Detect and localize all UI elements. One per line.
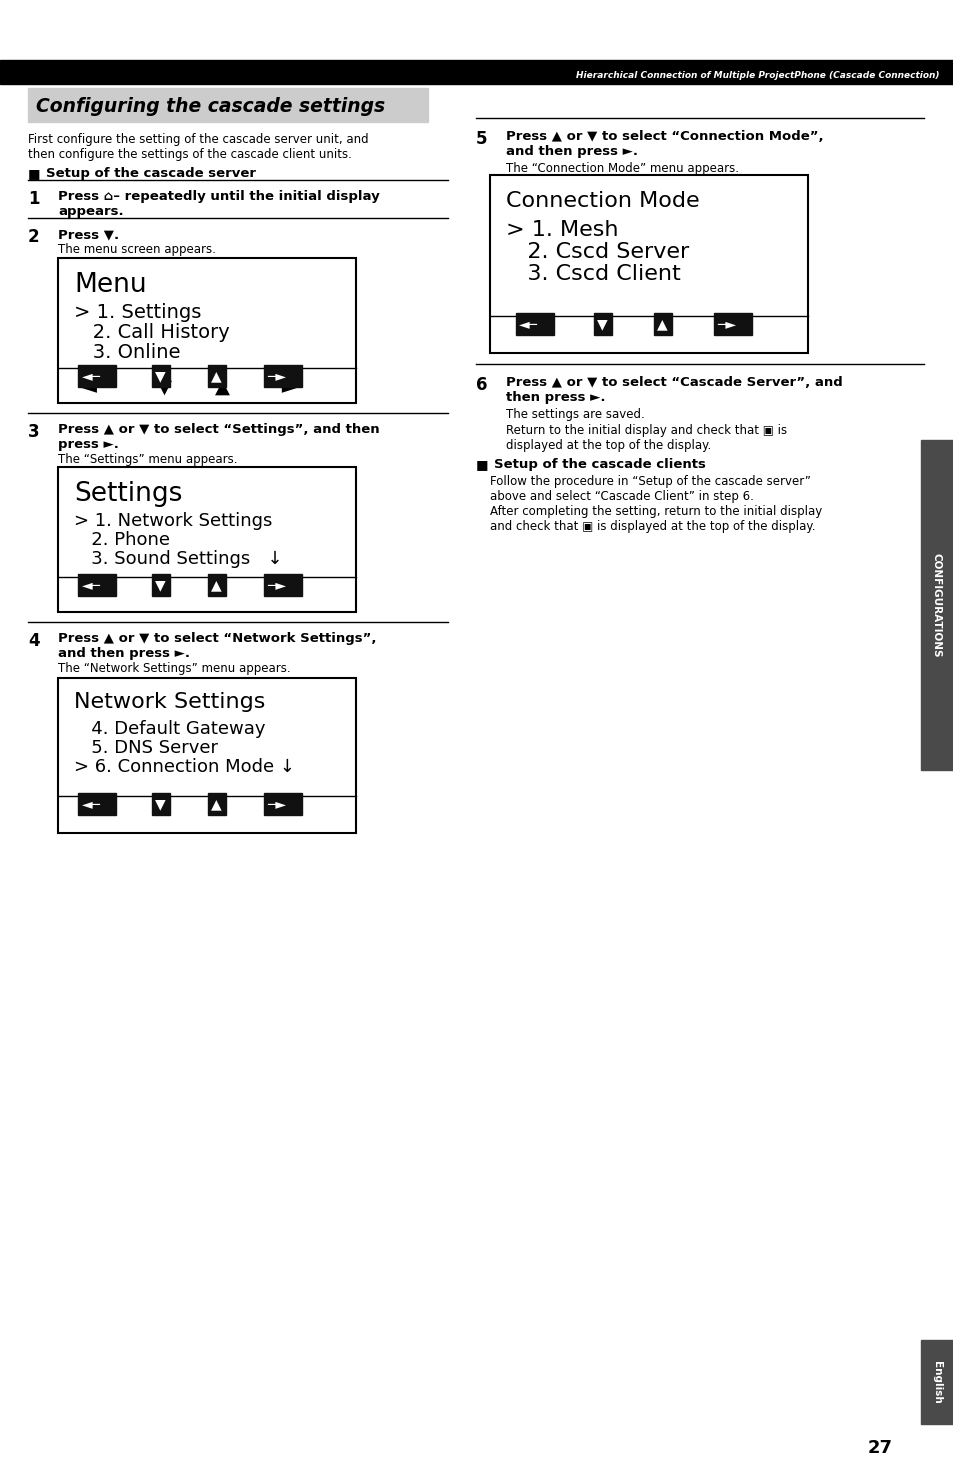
Text: 2. Call History: 2. Call History bbox=[74, 322, 230, 341]
Text: English: English bbox=[931, 1361, 941, 1403]
Text: 3. Online: 3. Online bbox=[74, 343, 180, 362]
Text: Press ⌂– repeatedly until the initial display: Press ⌂– repeatedly until the initial di… bbox=[58, 190, 379, 204]
Bar bbox=[594, 314, 612, 335]
Text: Settings: Settings bbox=[74, 481, 182, 507]
Text: and then press ►.: and then press ►. bbox=[58, 648, 190, 661]
Text: displayed at the top of the display.: displayed at the top of the display. bbox=[505, 440, 711, 453]
Text: then configure the settings of the cascade client units.: then configure the settings of the casca… bbox=[28, 148, 352, 161]
Bar bbox=[208, 793, 226, 815]
Text: ─►: ─► bbox=[267, 369, 286, 382]
Text: Network Settings: Network Settings bbox=[74, 691, 265, 712]
Text: 6: 6 bbox=[476, 377, 487, 394]
Text: ◄─: ◄─ bbox=[82, 369, 101, 382]
Text: ▲: ▲ bbox=[657, 316, 667, 331]
Bar bbox=[516, 314, 554, 335]
Text: Connection Mode: Connection Mode bbox=[505, 190, 699, 211]
Text: ─►: ─► bbox=[270, 378, 296, 397]
Text: then press ►.: then press ►. bbox=[505, 391, 605, 404]
Text: ▲: ▲ bbox=[214, 378, 230, 397]
Text: 2. Cscd Server: 2. Cscd Server bbox=[505, 242, 688, 262]
Text: After completing the setting, return to the initial display: After completing the setting, return to … bbox=[490, 505, 821, 519]
Text: ▼: ▼ bbox=[157, 378, 172, 397]
Bar bbox=[0, 60, 953, 84]
Bar bbox=[152, 574, 170, 596]
Text: ─►: ─► bbox=[267, 797, 286, 812]
Text: 27: 27 bbox=[866, 1439, 892, 1458]
Text: appears.: appears. bbox=[58, 205, 124, 218]
Text: The settings are saved.: The settings are saved. bbox=[505, 407, 644, 420]
Text: > 1. Network Settings: > 1. Network Settings bbox=[74, 511, 273, 530]
Bar bbox=[654, 314, 671, 335]
Text: 3: 3 bbox=[28, 423, 40, 441]
Bar bbox=[58, 467, 355, 612]
Text: Return to the initial display and check that ▣ is: Return to the initial display and check … bbox=[505, 423, 786, 437]
Text: > 6. Connection Mode ↓: > 6. Connection Mode ↓ bbox=[74, 757, 294, 776]
Text: ▲: ▲ bbox=[211, 797, 221, 812]
Bar bbox=[208, 574, 226, 596]
Text: First configure the setting of the cascade server unit, and: First configure the setting of the casca… bbox=[28, 133, 368, 146]
Text: ▼: ▼ bbox=[154, 579, 166, 592]
Text: 3. Sound Settings   ↓: 3. Sound Settings ↓ bbox=[74, 549, 282, 568]
Bar bbox=[58, 678, 355, 834]
Text: The menu screen appears.: The menu screen appears. bbox=[58, 243, 215, 256]
Bar bbox=[78, 574, 116, 596]
Text: ◄─: ◄─ bbox=[82, 579, 101, 592]
Text: CONFIGURATIONS: CONFIGURATIONS bbox=[931, 552, 941, 658]
Text: ─►: ─► bbox=[267, 579, 286, 592]
Text: Press ▲ or ▼ to select “Settings”, and then: Press ▲ or ▼ to select “Settings”, and t… bbox=[58, 423, 379, 437]
Text: ▼: ▼ bbox=[597, 316, 607, 331]
Text: The “Connection Mode” menu appears.: The “Connection Mode” menu appears. bbox=[505, 163, 739, 174]
Text: Hierarchical Connection of Multiple ProjectPhone (Cascade Connection): Hierarchical Connection of Multiple Proj… bbox=[576, 72, 939, 81]
Text: ▼: ▼ bbox=[154, 369, 166, 382]
Bar bbox=[58, 258, 355, 403]
Text: 4: 4 bbox=[28, 631, 40, 650]
Text: and check that ▣ is displayed at the top of the display.: and check that ▣ is displayed at the top… bbox=[490, 520, 815, 533]
Text: The “Network Settings” menu appears.: The “Network Settings” menu appears. bbox=[58, 662, 291, 675]
Bar bbox=[920, 440, 953, 771]
Text: 4. Default Gateway: 4. Default Gateway bbox=[74, 719, 265, 738]
Text: The “Settings” menu appears.: The “Settings” menu appears. bbox=[58, 453, 237, 466]
Text: above and select “Cascade Client” in step 6.: above and select “Cascade Client” in ste… bbox=[490, 489, 753, 502]
Text: ■: ■ bbox=[476, 459, 488, 472]
Text: 5: 5 bbox=[476, 130, 487, 148]
Bar bbox=[208, 365, 226, 387]
Text: 3. Cscd Client: 3. Cscd Client bbox=[505, 264, 680, 284]
Text: > 1. Mesh: > 1. Mesh bbox=[505, 220, 618, 240]
Text: and then press ►.: and then press ►. bbox=[505, 145, 638, 158]
Text: ◄─: ◄─ bbox=[518, 316, 537, 331]
Text: 2. Phone: 2. Phone bbox=[74, 530, 170, 549]
Text: Configuring the cascade settings: Configuring the cascade settings bbox=[36, 97, 385, 116]
Text: 5. DNS Server: 5. DNS Server bbox=[74, 738, 218, 757]
Text: 2: 2 bbox=[28, 229, 40, 246]
Bar bbox=[78, 365, 116, 387]
Text: ▲: ▲ bbox=[211, 579, 221, 592]
Text: ▼: ▼ bbox=[154, 797, 166, 812]
Text: Setup of the cascade clients: Setup of the cascade clients bbox=[494, 459, 705, 472]
Text: Follow the procedure in “Setup of the cascade server”: Follow the procedure in “Setup of the ca… bbox=[490, 475, 810, 488]
Text: Press ▲ or ▼ to select “Cascade Server”, and: Press ▲ or ▼ to select “Cascade Server”,… bbox=[505, 377, 841, 390]
Text: Press ▲ or ▼ to select “Connection Mode”,: Press ▲ or ▼ to select “Connection Mode”… bbox=[505, 130, 822, 144]
Text: press ►.: press ►. bbox=[58, 438, 119, 451]
Bar bbox=[264, 365, 302, 387]
Bar bbox=[28, 88, 428, 122]
Bar bbox=[264, 793, 302, 815]
Text: 1: 1 bbox=[28, 190, 39, 208]
Text: Press ▼.: Press ▼. bbox=[58, 229, 119, 242]
Text: ▲: ▲ bbox=[211, 369, 221, 382]
Text: ◄─: ◄─ bbox=[82, 378, 109, 397]
Text: Press ▲ or ▼ to select “Network Settings”,: Press ▲ or ▼ to select “Network Settings… bbox=[58, 631, 376, 645]
Bar bbox=[920, 1340, 953, 1424]
Text: ◄─: ◄─ bbox=[82, 797, 101, 812]
Bar bbox=[264, 574, 302, 596]
Text: ■: ■ bbox=[28, 167, 40, 180]
Bar bbox=[78, 793, 116, 815]
Bar bbox=[490, 174, 807, 353]
Text: ─►: ─► bbox=[717, 316, 735, 331]
Text: Menu: Menu bbox=[74, 272, 147, 297]
Text: > 1. Settings: > 1. Settings bbox=[74, 303, 201, 322]
Bar bbox=[152, 793, 170, 815]
Text: Setup of the cascade server: Setup of the cascade server bbox=[46, 167, 255, 180]
Bar bbox=[152, 365, 170, 387]
Bar bbox=[713, 314, 751, 335]
